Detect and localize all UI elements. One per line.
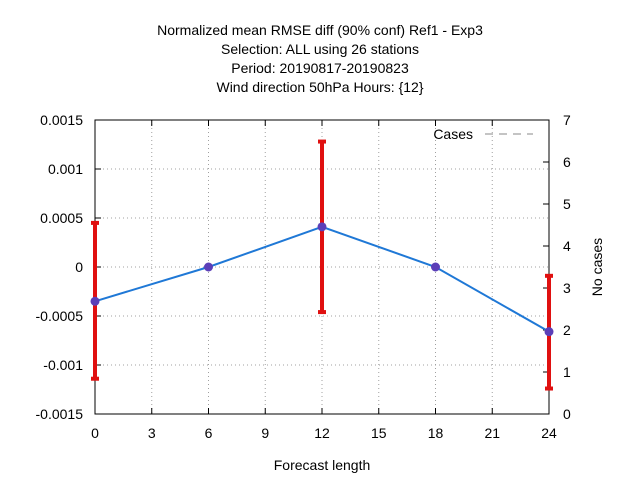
x-tick-label: 24 [541,425,557,441]
axes: 0 3 6 9 12 15 18 21 24-0.0015-0.001-0.000500.000… [36,112,571,441]
y-tick-label: -0.001 [43,357,83,373]
data-point [90,296,100,306]
y2-tick-label: 2 [563,322,571,338]
y-tick-label: 0.0015 [40,112,83,128]
y2-tick-label: 5 [563,196,571,212]
y-tick-label: -0.0015 [36,406,84,422]
y2-tick-label: 6 [563,154,571,170]
x-tick-label: 0 [91,425,99,441]
title-line: Selection: ALL using 26 stations [221,41,419,57]
y-tick-label: 0 [75,259,83,275]
y-tick-label: -0.0005 [36,308,84,324]
data-point [317,222,327,232]
legend-entry-cases: Cases [433,126,473,142]
x-tick-label: 9 [261,425,269,441]
y-tick-label: 0.001 [48,161,83,177]
y-tick-label: 0.0005 [40,210,83,226]
title-line: Normalized mean RMSE diff (90% conf) Ref… [157,22,483,38]
x-tick-label: 21 [484,425,500,441]
x-axis-label: Forecast length [274,457,371,473]
data-point [204,262,213,272]
chart-title: Normalized mean RMSE diff (90% conf) Ref… [157,22,483,95]
y2-tick-label: 3 [563,280,571,296]
y2-tick-label: 0 [563,406,571,422]
y2-tick-label: 7 [563,112,571,128]
x-tick-label: 6 [205,425,213,441]
legend: Cases [433,126,533,142]
y2-tick-label: 4 [563,238,571,254]
y2-tick-label: 1 [563,364,571,380]
data-point [544,327,554,337]
data-marks [90,139,554,391]
data-point [431,262,440,272]
y2-axis-label: No cases [589,238,605,296]
title-line: Period: 20190817-20190823 [231,60,409,76]
x-tick-label: 3 [148,425,156,441]
x-tick-label: 15 [371,425,387,441]
x-tick-label: 18 [428,425,444,441]
x-tick-label: 12 [314,425,330,441]
title-line: Wind direction 50hPa Hours: {12} [216,79,423,95]
